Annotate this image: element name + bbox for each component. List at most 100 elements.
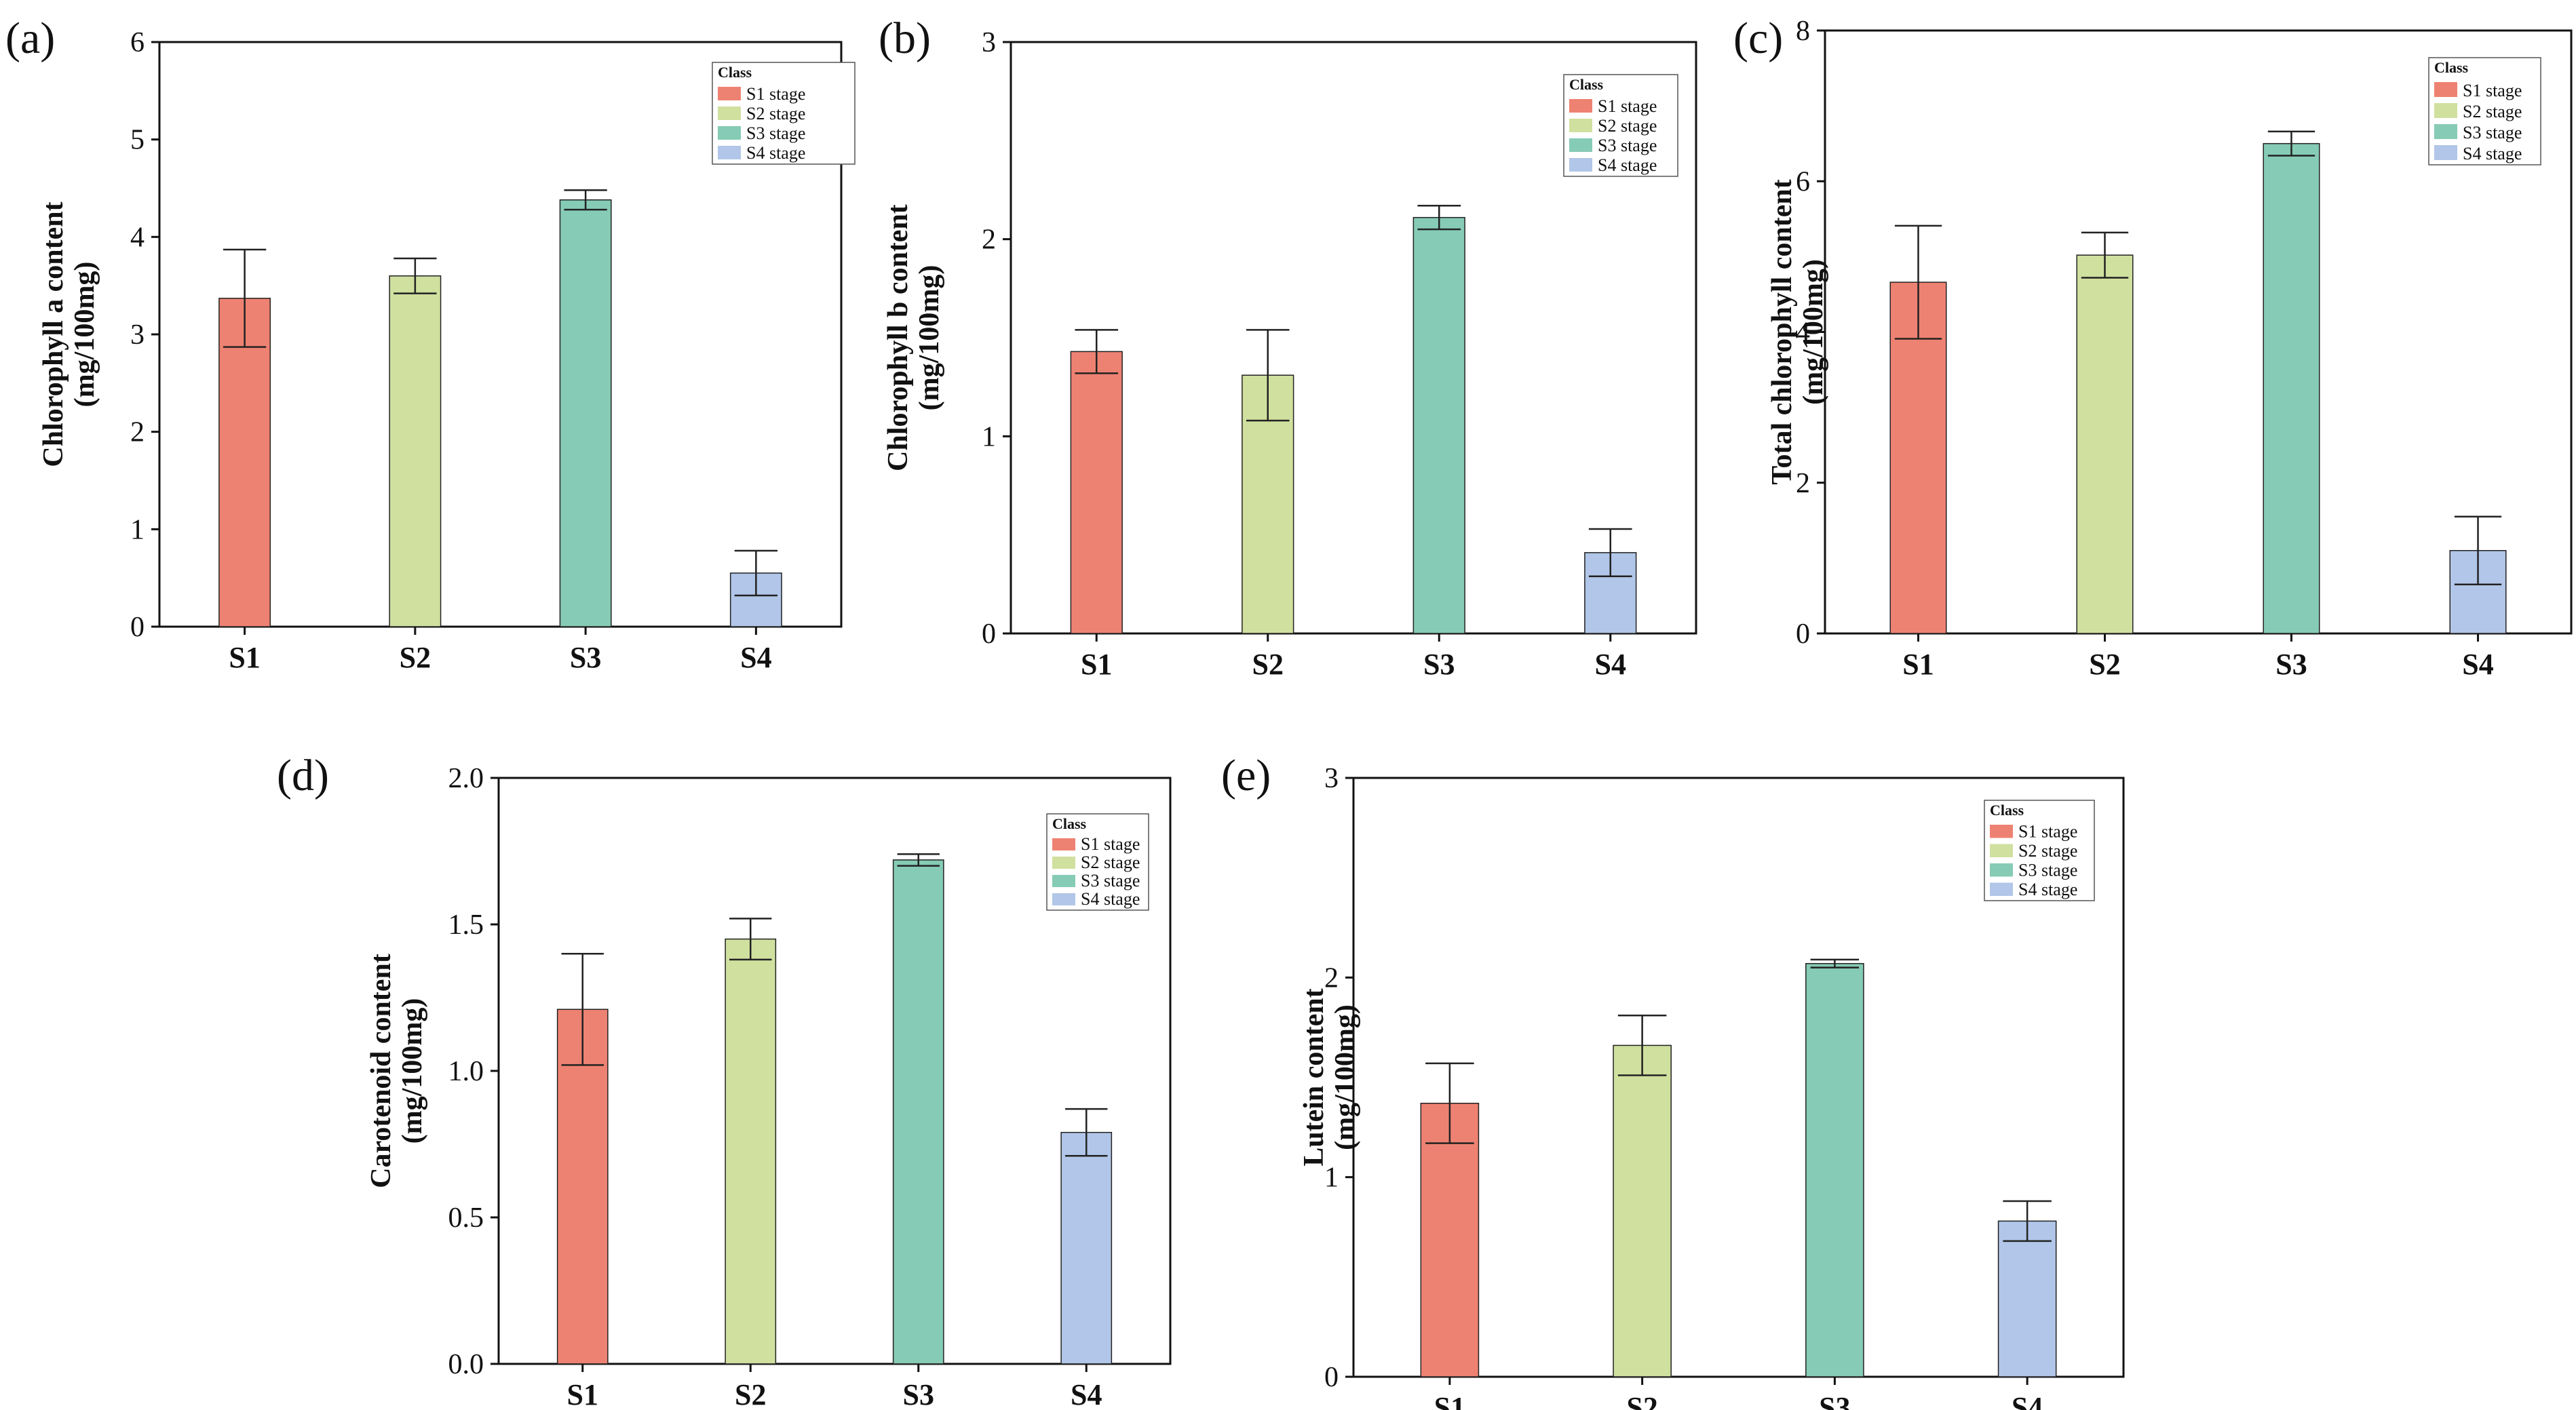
legend-entry: S1 stage: [1598, 96, 1657, 116]
legend-swatch-s4: [1990, 882, 2013, 896]
plot-frame: [1010, 41, 1697, 635]
x-tick-label: S2: [735, 1378, 766, 1410]
legend-swatch-s4: [718, 146, 741, 159]
legend-swatch-s2: [1052, 857, 1075, 869]
y-axis-title-line: (mg/100mg): [1798, 259, 1829, 405]
y-tick-label: 6: [130, 27, 145, 58]
chart-panel-d: (d) 0.0 0.5 1.0 1.5 2.0 Carotenoid content(mg/…: [277, 751, 1172, 1410]
legend-title: Class: [1569, 76, 1604, 93]
y-tick-label: 1.0: [448, 1056, 484, 1087]
x-tick-label: S4: [1071, 1378, 1102, 1410]
y-tick-label: 0.0: [448, 1349, 484, 1380]
legend-swatch-s2: [718, 106, 741, 120]
legend-swatch-s1: [2434, 82, 2457, 97]
x-tick-label: S2: [1252, 648, 1284, 681]
chart-panel-e: (e) 0 1 2 3 Lutein content(mg/100mg) S1 S2 S3 S4 C…: [1221, 751, 2125, 1410]
legend-swatch-s3: [1569, 138, 1592, 152]
y-tick-label: 1.5: [448, 909, 484, 941]
y-tick-label: 2.0: [448, 763, 484, 794]
legend-title: Class: [718, 64, 752, 81]
legend-entry: S2 stage: [2018, 841, 2077, 861]
y-tick-label: 0: [982, 619, 996, 650]
legend-entry: S2 stage: [1081, 853, 1140, 872]
legend-entry: S3 stage: [746, 123, 805, 143]
y-tick-label: 3: [982, 27, 996, 58]
legend-entry: S2 stage: [746, 104, 805, 123]
y-tick-label: 5: [130, 125, 145, 156]
x-tick-label: S1: [229, 641, 260, 674]
legend-swatch-s3: [718, 126, 741, 140]
chart-panel-a: (a) 0 1 2 3 4 5 6 Chlorophyll a content(mg/100mg…: [5, 14, 856, 674]
x-tick-label: S4: [740, 641, 771, 674]
y-tick-label: 0: [1796, 619, 1810, 650]
bar-s2: [2076, 254, 2134, 634]
y-axis-title-line: (mg/100mg): [397, 998, 428, 1144]
y-tick-label: 2: [130, 417, 145, 448]
bar-s2: [725, 938, 777, 1365]
chart-panel-c: (c) 0 2 4 6 8 Total chlorophyll content(mg/100…: [1733, 14, 2573, 681]
legend-swatch-s1: [718, 87, 741, 100]
y-tick-label: 1: [1324, 1162, 1339, 1194]
x-tick-label: S1: [567, 1378, 598, 1410]
legend-entry: S1 stage: [746, 84, 805, 104]
x-tick-label: S1: [1081, 648, 1112, 681]
x-tick-label: S3: [2275, 648, 2307, 681]
chart-panel-b: (b) 0 1 2 3 Chlorophyll b content(mg/100mg) S1…: [879, 14, 1697, 681]
bar-s4: [1997, 1220, 2057, 1377]
legend-entry: S1 stage: [1081, 834, 1140, 854]
legend-entry: S4 stage: [1598, 155, 1657, 175]
x-tick-label: S4: [2462, 648, 2493, 681]
legend-entry: S4 stage: [1081, 889, 1140, 909]
legend-swatch-s3: [2434, 124, 2457, 139]
bar-s3: [2263, 142, 2320, 634]
panel-label: (b): [879, 14, 931, 63]
bar-s4: [1060, 1131, 1113, 1365]
y-axis-title: Chlorophyll b content(mg/100mg): [883, 204, 945, 471]
legend-entry: S3 stage: [2463, 123, 2522, 142]
y-tick-label: 4: [1796, 317, 1810, 349]
legend-entry: S2 stage: [2463, 102, 2522, 121]
bar-s1: [1070, 351, 1123, 634]
legend-title: Class: [2434, 59, 2469, 76]
legend-swatch-s3: [1990, 863, 2013, 877]
y-tick-label: 3: [130, 319, 145, 351]
y-axis-title-line: (mg/100mg): [914, 265, 945, 411]
x-tick-label: S1: [1434, 1391, 1465, 1410]
panel-label: (e): [1221, 751, 1271, 800]
legend-swatch-s4: [1052, 893, 1075, 905]
x-tick-label: S3: [1423, 648, 1455, 681]
bar-s3: [559, 199, 612, 627]
x-tick-label: S3: [903, 1378, 934, 1410]
y-axis-title-line: Lutein content: [1299, 988, 1330, 1167]
legend-entry: S3 stage: [2018, 861, 2077, 880]
panel-label: (a): [5, 14, 55, 63]
legend-swatch-s1: [1052, 838, 1075, 850]
legend-entry: S4 stage: [746, 143, 805, 163]
y-tick-label: 1: [982, 421, 996, 452]
x-tick-label: S2: [2089, 648, 2120, 681]
y-axis-title: Total chlorophyll content(mg/100mg): [1767, 179, 1829, 484]
bar-s3: [1412, 216, 1465, 634]
y-axis-title-line: Carotenoid content: [366, 954, 397, 1188]
x-tick-label: S2: [400, 641, 431, 674]
y-axis-title-line: (mg/100mg): [69, 262, 100, 408]
x-tick-label: S1: [1902, 648, 1934, 681]
y-tick-label: 0: [130, 612, 145, 643]
y-tick-label: 4: [130, 222, 145, 253]
y-tick-label: 0: [1324, 1362, 1339, 1393]
panel-label: (d): [277, 751, 329, 800]
y-axis-title: Carotenoid content(mg/100mg): [366, 954, 428, 1188]
x-tick-label: S4: [1595, 648, 1626, 681]
y-axis-title: Lutein content(mg/100mg): [1299, 988, 1361, 1167]
x-tick-label: S3: [1819, 1391, 1850, 1410]
y-tick-label: 0.5: [448, 1202, 484, 1234]
x-tick-label: S3: [570, 641, 601, 674]
y-axis-title: Chlorophyll a content(mg/100mg): [38, 201, 100, 467]
legend-entry: S2 stage: [1598, 116, 1657, 136]
y-axis-title-line: Total chlorophyll content: [1767, 179, 1798, 484]
legend-entry: S1 stage: [2463, 81, 2522, 100]
